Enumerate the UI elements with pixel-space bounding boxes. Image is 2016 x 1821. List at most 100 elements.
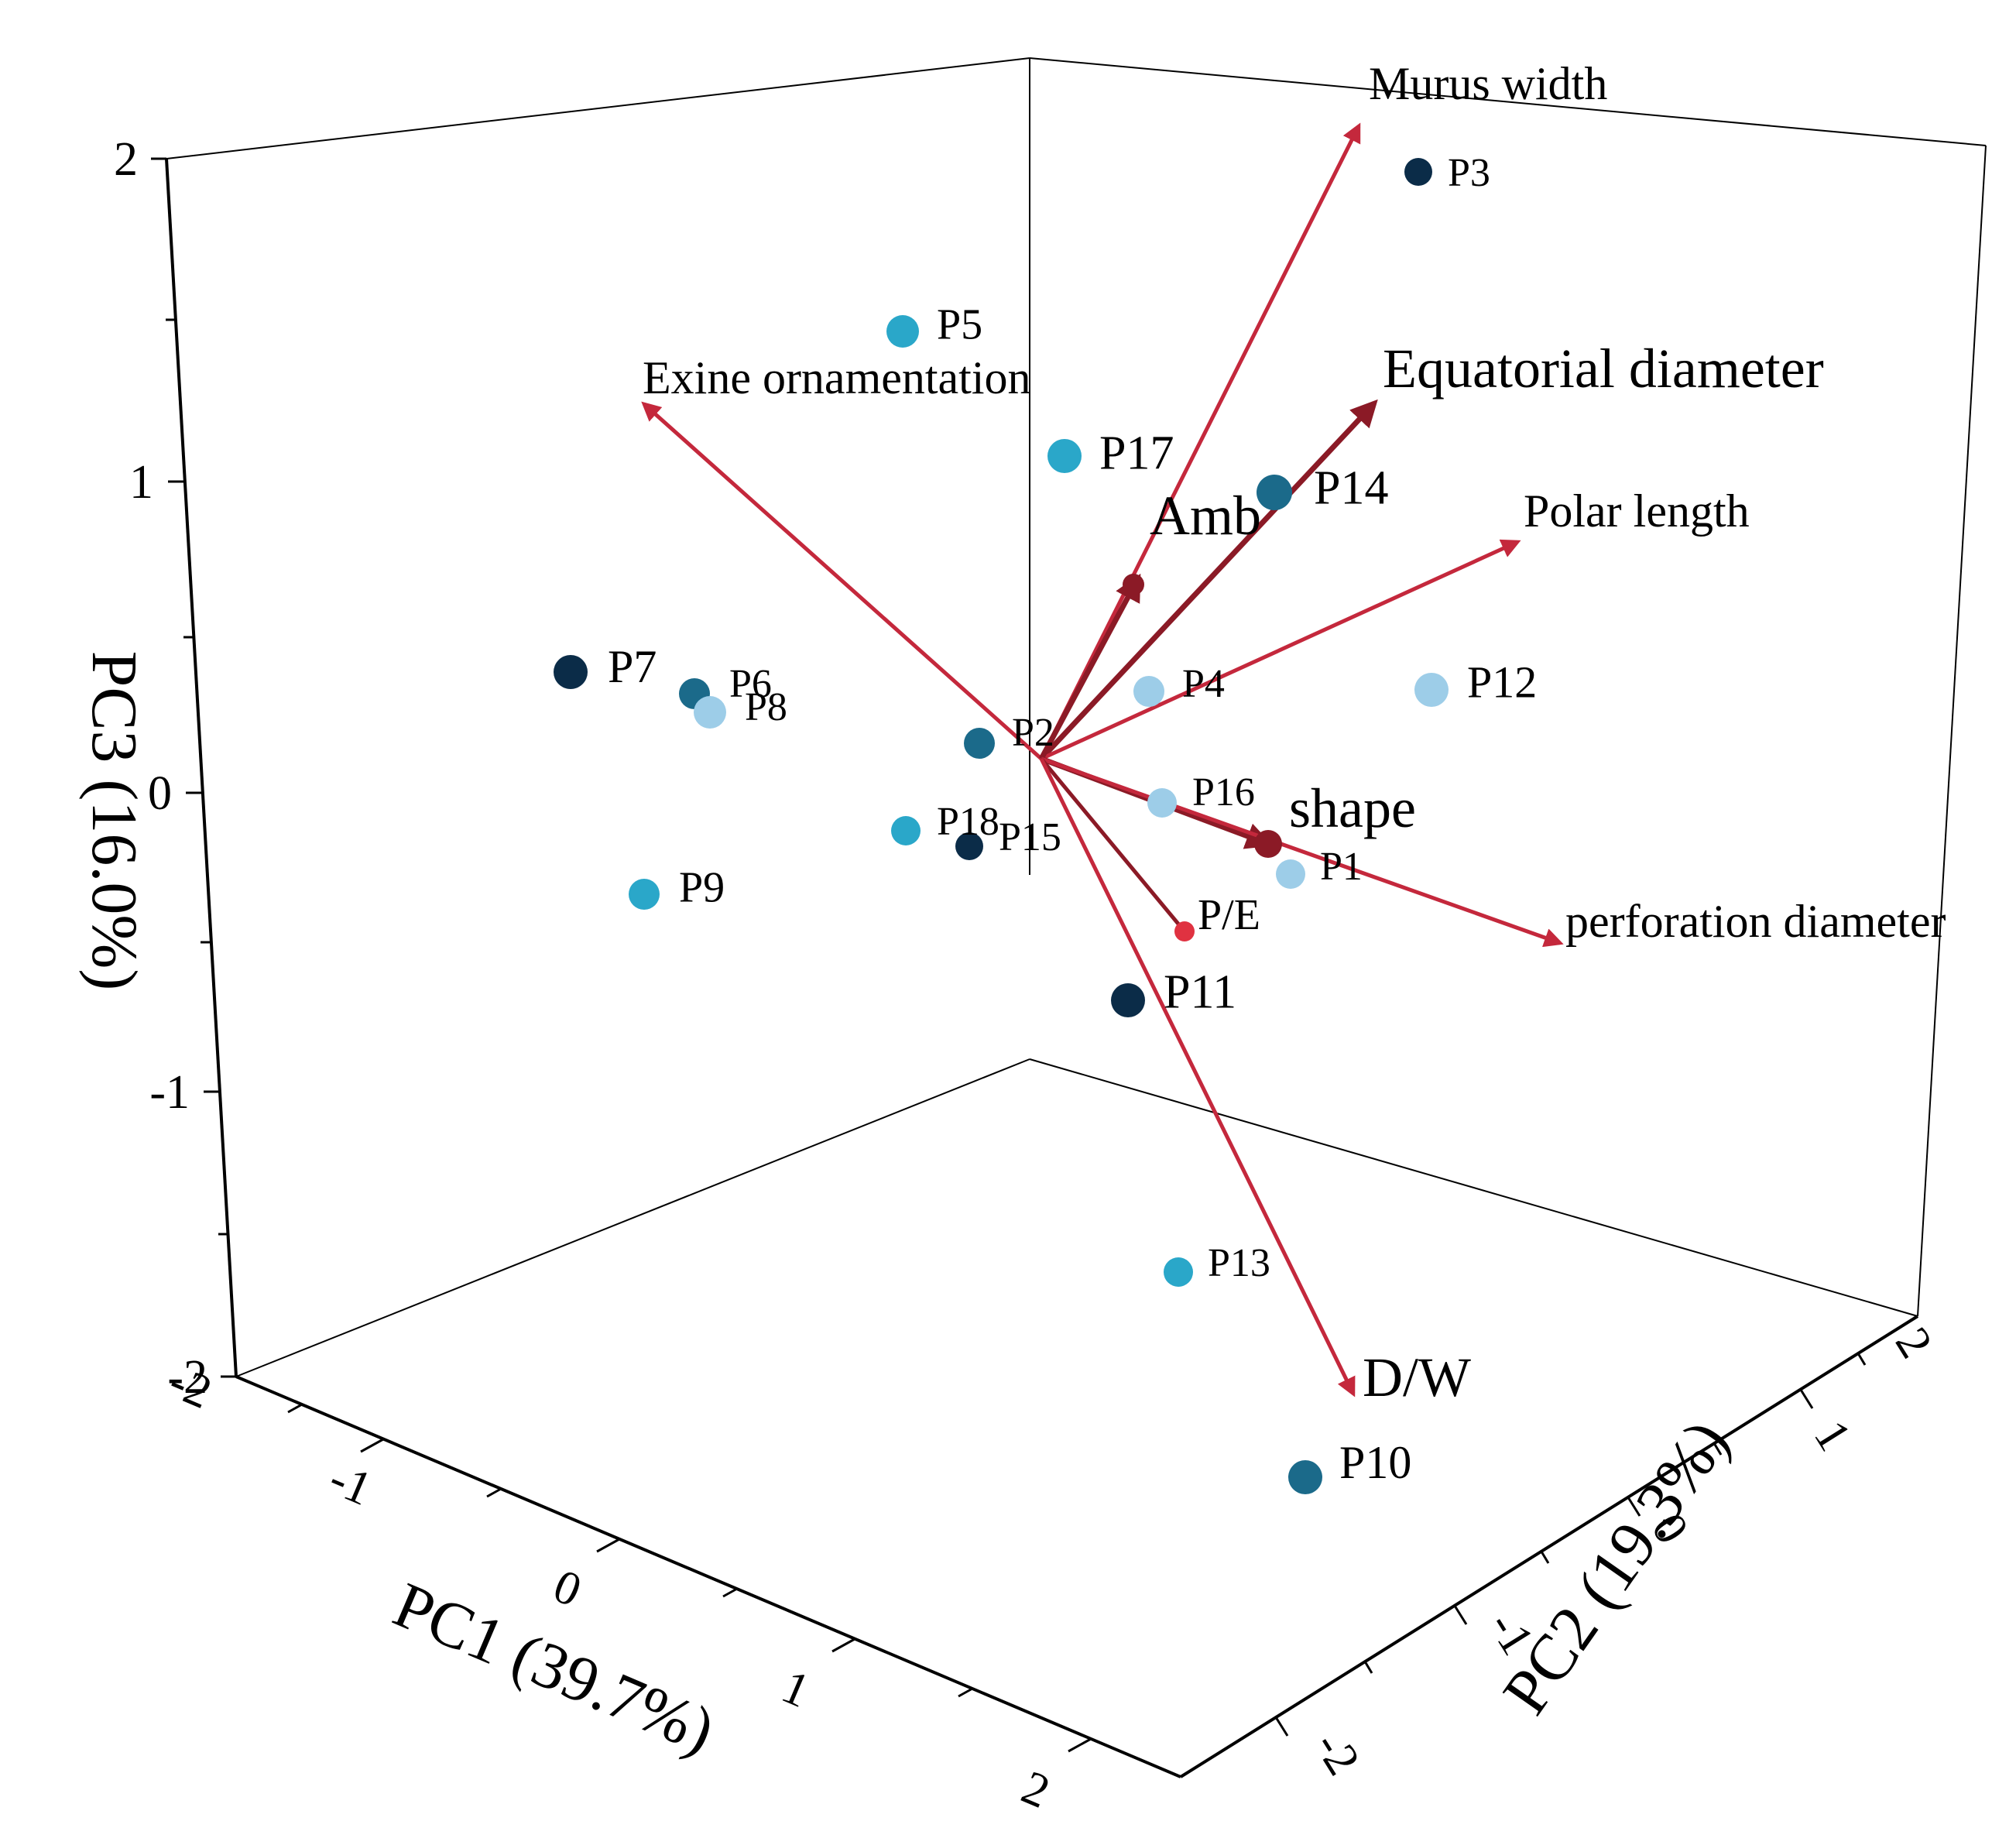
point-p11 xyxy=(1111,983,1145,1017)
point-label-p8: P8 xyxy=(745,685,787,729)
score-points xyxy=(554,158,1449,1494)
point-p8 xyxy=(694,696,726,729)
point-p15 xyxy=(955,832,983,860)
point-label-p18: P18 xyxy=(937,800,999,844)
point-p18 xyxy=(891,816,921,845)
back-top-right-edge xyxy=(1029,57,1987,146)
variable-label-murus-width: Murus width xyxy=(1369,58,1607,109)
variable-label-amb: Amb xyxy=(1150,485,1261,547)
pc1-tick xyxy=(1068,1737,1092,1753)
point-label-p15: P15 xyxy=(999,815,1061,859)
pc2-tick xyxy=(1799,1389,1814,1409)
arrow-equatorial-diameter xyxy=(1039,399,1378,761)
point-p13 xyxy=(1164,1257,1193,1287)
pc3-tick-label: 0 xyxy=(148,767,172,820)
pc2-tick xyxy=(1627,1497,1641,1517)
arrow-amb xyxy=(1038,573,1141,760)
pc1-minor-tick xyxy=(958,1687,973,1698)
point-label-p1: P1 xyxy=(1320,845,1363,889)
pc1-tick-label: 0 xyxy=(546,1559,588,1617)
pc2-tick xyxy=(1274,1716,1289,1737)
arrow-p-e xyxy=(1040,757,1186,933)
variable-label-shape: shape xyxy=(1289,777,1416,839)
point-label-p10: P10 xyxy=(1339,1437,1411,1488)
pc1-tick xyxy=(831,1638,855,1653)
point-p2 xyxy=(964,728,995,759)
back-top-left-edge xyxy=(166,57,1030,159)
pc3-tick-label: -2 xyxy=(167,1351,207,1404)
pc1-tick-label: 1 xyxy=(774,1660,817,1718)
pc2-tick-label: -2 xyxy=(1304,1722,1370,1784)
labels: Murus width Exine ornamentation Equatorial… xyxy=(608,58,1946,1488)
pc1-minor-tick xyxy=(486,1487,502,1498)
point-label-p2: P2 xyxy=(1012,711,1054,755)
point-p1 xyxy=(1276,859,1305,889)
arrow-tip-shape xyxy=(1254,830,1282,858)
pc2-minor-tick xyxy=(1540,1551,1550,1564)
point-p3 xyxy=(1404,158,1432,186)
loading-vectors xyxy=(641,122,1564,1397)
pc1-tick xyxy=(360,1438,384,1453)
point-label-p4: P4 xyxy=(1182,662,1225,706)
pc3-tick-label: -1 xyxy=(149,1066,190,1119)
point-p4 xyxy=(1133,676,1164,707)
point-label-p17: P17 xyxy=(1099,427,1174,480)
pc2-minor-tick xyxy=(1857,1353,1867,1366)
point-p5 xyxy=(886,315,919,348)
point-p14 xyxy=(1257,475,1292,510)
pc1-tick-label: -1 xyxy=(322,1452,379,1516)
point-label-p11: P11 xyxy=(1164,966,1236,1019)
pc2-tick-label: 2 xyxy=(1885,1319,1942,1367)
arrow-d-w xyxy=(1039,757,1356,1397)
point-p12 xyxy=(1414,673,1449,707)
pc3-axis-line xyxy=(165,158,238,1377)
plot-frame xyxy=(165,57,1987,1778)
pc2-axis-title: PC2 (19.3%) xyxy=(1490,1408,1743,1727)
arrow-tip-p-e xyxy=(1174,921,1195,941)
point-label-p12: P12 xyxy=(1467,657,1537,707)
arrow-polar-length xyxy=(1040,539,1521,761)
pc1-axis: 2 1 0 -1 -2 PC1 (39.7%) xyxy=(162,1355,1092,1819)
point-label-p9: P9 xyxy=(679,864,725,912)
pc2-minor-tick xyxy=(1363,1661,1373,1674)
point-p7 xyxy=(554,655,588,689)
variable-label-p-e: P/E xyxy=(1198,891,1260,939)
pc2-minor-tick xyxy=(1713,1442,1723,1456)
point-p10 xyxy=(1288,1460,1322,1494)
pc2-tick-label: 1 xyxy=(1804,1411,1861,1459)
point-label-p14: P14 xyxy=(1314,462,1388,515)
variable-label-exine-ornamentation: Exine ornamentation xyxy=(643,352,1031,403)
pc2-tick xyxy=(1453,1605,1468,1625)
point-label-p7: P7 xyxy=(608,641,657,692)
arrow-exine-ornamentation xyxy=(641,401,1043,760)
point-p9 xyxy=(629,879,660,910)
floor-back-right-edge xyxy=(1029,1058,1918,1317)
point-label-p5: P5 xyxy=(937,301,982,349)
pc3-axis-title: PC3 (16.0%) xyxy=(78,651,150,991)
arrow-perforation-diameter xyxy=(1041,756,1564,948)
pc1-minor-tick xyxy=(722,1587,738,1598)
floor-back-left-edge xyxy=(235,1058,1030,1377)
pc2-axis-line xyxy=(1179,1315,1919,1778)
variable-label-perforation-diameter: perforation diameter xyxy=(1565,896,1946,947)
pc3-tick-label: 1 xyxy=(129,456,153,509)
pc1-tick xyxy=(596,1538,620,1553)
pc1-minor-tick xyxy=(287,1403,303,1414)
pc3-tick-label: 2 xyxy=(114,133,138,186)
pc1-axis-line xyxy=(235,1375,1181,1778)
point-label-p16: P16 xyxy=(1192,770,1255,814)
pc3-axis: 2 1 0 -1 -2 PC3 (16.0%) xyxy=(78,133,236,1404)
arrow-tip-amb xyxy=(1123,574,1144,595)
variable-label-d-w: D/W xyxy=(1363,1346,1471,1408)
point-label-p13: P13 xyxy=(1208,1241,1270,1285)
arrow-murus-width xyxy=(1039,122,1361,760)
right-vertical-edge xyxy=(1917,145,1987,1317)
point-p16 xyxy=(1147,788,1177,818)
variable-label-polar-length: Polar length xyxy=(1524,485,1750,537)
point-p17 xyxy=(1047,439,1082,473)
pc1-tick-label: 2 xyxy=(1014,1761,1057,1819)
point-label-p3: P3 xyxy=(1448,151,1490,195)
point-label-p6: P6 xyxy=(729,662,772,706)
variable-label-equatorial-diameter: Equatorial diameter xyxy=(1383,338,1824,400)
